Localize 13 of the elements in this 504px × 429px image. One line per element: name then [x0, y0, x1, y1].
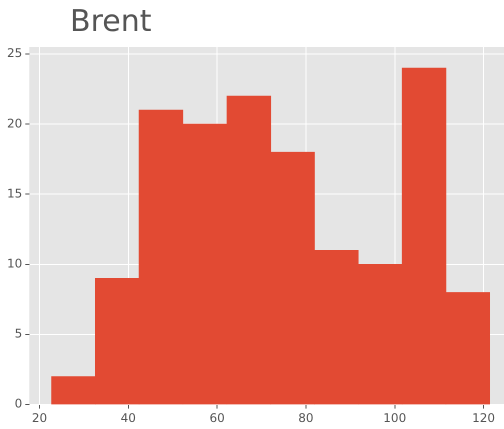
y-tick-label: 25	[6, 46, 22, 60]
x-tick-label: 60	[209, 410, 225, 425]
y-tick-label: 0	[14, 396, 22, 411]
y-tick-label: 15	[6, 186, 22, 200]
x-tick-label: 100	[383, 410, 406, 425]
x-tick-label: 40	[120, 410, 136, 425]
y-tick-label: 5	[14, 326, 22, 341]
x-tick-label: 20	[32, 410, 48, 425]
x-tick-label: 120	[472, 410, 496, 425]
y-tick-label: 10	[6, 256, 22, 270]
x-tick-label: 80	[298, 410, 314, 425]
y-tick-label: 20	[6, 116, 22, 130]
chart-title: Brent	[70, 4, 152, 39]
